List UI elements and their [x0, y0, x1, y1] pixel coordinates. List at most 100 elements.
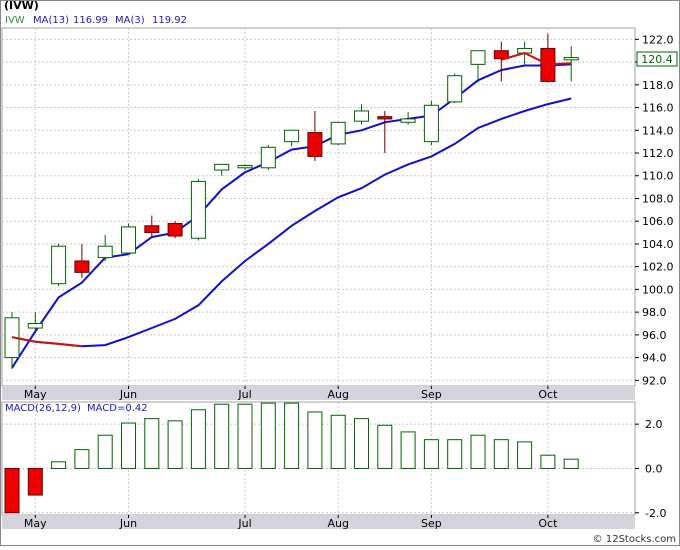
price-y-tick-label: 92.0: [642, 374, 667, 387]
ma3-legend-value: 119.92: [152, 15, 187, 26]
candle-body: [330, 121, 346, 145]
price-x-tick-label: Jun: [119, 388, 137, 401]
last-price-tag: 120.4: [636, 51, 678, 67]
macd-panel: -2.0 0.0 2.0: [1, 401, 666, 520]
candle-body: [97, 245, 113, 259]
candle-body: [27, 322, 43, 329]
candle: [237, 164, 253, 171]
watermark: © 12Stocks.com: [593, 534, 676, 545]
macd-y-tick-label: 0.0: [645, 462, 663, 475]
candle-body: [51, 245, 67, 285]
price-y-tick-label: 98.0: [642, 306, 667, 319]
macd-bar: [214, 403, 230, 469]
candle-body: [377, 116, 393, 120]
candle-body: [74, 260, 90, 273]
ticker-label: IVW: [5, 15, 25, 26]
price-x-tick-label: Sep: [421, 388, 442, 401]
price-y-tick-label: 100.0: [642, 283, 674, 296]
candle: [190, 179, 206, 241]
candle-body: [493, 50, 509, 60]
candle: [74, 243, 90, 279]
macd-bar: [27, 467, 43, 496]
ma-short-line-group: [11, 51, 572, 348]
candle: [121, 223, 136, 256]
candle-body: [190, 180, 206, 239]
ma3-early-line: [11, 336, 82, 348]
macd-bar: [284, 402, 300, 469]
candle: [51, 243, 67, 286]
chart-title: (IVW): [4, 0, 39, 12]
candle: [400, 112, 416, 125]
macd-bar: [447, 439, 463, 469]
candle: [284, 129, 300, 147]
macd-bar: [121, 422, 136, 469]
price-x-tick-label: May: [24, 388, 47, 401]
candle: [423, 100, 439, 146]
macd-bar: [540, 454, 556, 469]
price-y-tick-label: 102.0: [642, 261, 674, 274]
macd-x-tick-label: May: [24, 517, 47, 530]
candle: [447, 73, 463, 104]
price-x-tick-label: Aug: [327, 388, 348, 401]
candle: [330, 121, 346, 146]
candle: [27, 312, 43, 331]
ma-slow-line: [11, 97, 572, 348]
price-x-tick-label: Jul: [237, 388, 251, 401]
candle-body: [447, 75, 463, 103]
macd-bar: [144, 418, 160, 469]
macd-bar: [167, 420, 183, 469]
price-y-tick-label: 108.0: [642, 192, 674, 205]
macd-bar: [4, 467, 20, 514]
macd-bar: [330, 414, 346, 469]
candle: [167, 221, 183, 239]
macd-x-tick-label: Aug: [327, 517, 348, 530]
price-x-axis: May Jun Jul Aug Sep Oct: [24, 386, 558, 401]
macd-y-axis: -2.0 0.0 2.0: [635, 418, 666, 520]
candle: [354, 104, 369, 125]
macd-bar: [97, 434, 113, 469]
candle: [144, 215, 160, 238]
ma13-legend-label: MA(13): [33, 15, 69, 26]
macd-x-tick-label: Jul: [237, 517, 251, 530]
macd-bar: [74, 449, 90, 469]
price-y-tick-label: 96.0: [642, 329, 667, 342]
candle: [260, 145, 276, 171]
candles-group: [4, 33, 579, 369]
price-y-tick-label: 106.0: [642, 215, 674, 228]
candle-body: [470, 50, 486, 65]
price-grid: [2, 28, 635, 386]
macd-bar: [377, 424, 393, 469]
price-y-tick-label: 114.0: [642, 124, 674, 137]
candle-body: [284, 129, 300, 143]
price-y-tick-label: 112.0: [642, 147, 674, 160]
macd-x-axis: May Jun Jul Aug Sep Oct: [24, 515, 558, 530]
price-y-tick-label: 118.0: [642, 79, 674, 92]
macd-legend-label: MACD(26,12,9): [5, 403, 81, 414]
macd-x-tick-label: Jun: [119, 517, 137, 530]
price-plot-area: [1, 27, 636, 387]
macd-bars-group: [4, 402, 579, 514]
macd-bar: [354, 418, 369, 469]
candle-body: [563, 57, 579, 61]
candle-body: [121, 226, 136, 254]
candle-body: [400, 118, 416, 123]
last-price-box: [636, 51, 678, 67]
price-panel: 92.0 94.0 96.0 98.0 100.0 102.0 104.0 106.0 108.…: [1, 27, 674, 387]
macd-bar: [190, 409, 206, 469]
candle: [214, 163, 230, 176]
ma3-line: [501, 51, 572, 66]
ma3-legend-label: MA(3): [115, 15, 145, 26]
macd-legend-value: MACD=0.42: [87, 403, 148, 414]
macd-bar: [237, 403, 253, 469]
macd-bar: [470, 434, 486, 469]
price-y-tick-label: 94.0: [642, 352, 667, 365]
price-x-tick-label: Oct: [538, 388, 558, 401]
macd-x-tick-label: Sep: [421, 517, 442, 530]
candle: [97, 234, 113, 261]
macd-bar: [260, 402, 276, 469]
price-y-tick-label: 116.0: [642, 102, 674, 115]
macd-x-tick-label: Oct: [538, 517, 558, 530]
ma3-line-group: [11, 97, 572, 348]
